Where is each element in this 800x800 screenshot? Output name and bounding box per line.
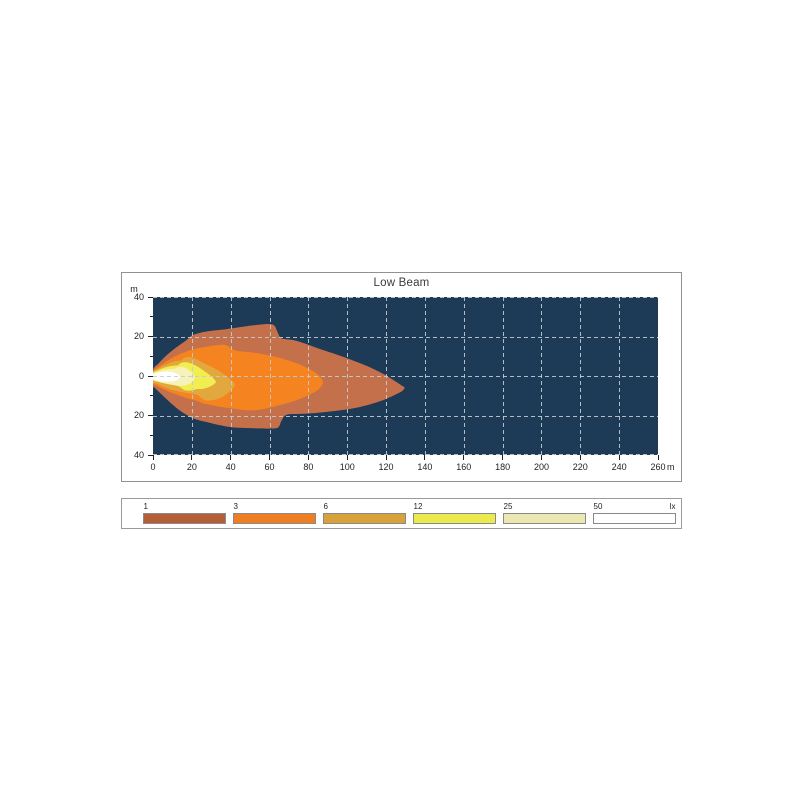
legend-swatch [502,513,586,524]
y-tick-label: 20 [133,331,144,341]
legend-label: 25 [503,502,513,511]
x-tick [463,455,465,460]
y-tick-major [148,415,153,416]
legend-swatch [592,513,676,524]
x-tick-label: 240 [611,462,627,472]
x-tick-label: 0 [150,462,156,472]
legend-panel: 1 3 6 12 25 50 lx [121,498,682,529]
x-tick [540,455,542,460]
legend-label: 6 [323,502,328,511]
x-tick [502,455,504,460]
x-tick-label: 120 [378,462,394,472]
legend-item-50: 50 [592,499,676,530]
x-tick-label: 140 [417,462,433,472]
x-tick [618,455,620,460]
legend-swatch [142,513,226,524]
x-tick-label: 40 [225,462,236,472]
chart-title: Low Beam [373,277,430,289]
y-tick-label: 0 [138,370,144,381]
x-tick-label: 180 [495,462,511,472]
x-tick [307,455,309,460]
y-tick-minor [150,434,153,436]
x-tick-label: 160 [456,462,472,472]
legend-swatch [412,513,496,524]
legend-label: 50 [593,502,603,511]
plot-area [153,297,658,455]
legend-item-6: 6 [322,499,406,530]
beam-chart-panel: Low Beam 0 20 40 60 80 100 120 140 160 180 200 220 2… [121,272,682,482]
x-tick-label: 260 [650,462,666,472]
y-tick-major [148,336,153,337]
x-tick [152,455,154,460]
legend-unit-label: lx [669,502,676,511]
x-tick-label: 20 [186,462,197,472]
x-tick-label: 100 [339,462,355,472]
x-tick [269,455,271,460]
beam-contour-svg [153,297,658,455]
x-axis-unit: m [667,462,675,472]
y-tick-minor [150,316,153,318]
legend-item-25: 25 [502,499,586,530]
x-tick [579,455,581,460]
x-tick [230,455,232,460]
legend-item-3: 3 [232,499,316,530]
x-tick [424,455,426,460]
legend-label: 12 [413,502,423,511]
x-tick [657,455,659,460]
x-tick [385,455,387,460]
legend-label: 3 [233,502,238,511]
y-tick-label: 40 [133,291,144,302]
y-tick-major [148,375,153,377]
legend-item-12: 12 [412,499,496,530]
y-tick-label: 40 [133,449,144,460]
y-tick-label: 20 [133,410,144,420]
x-tick-label: 200 [533,462,549,472]
y-axis-unit: m [130,284,138,294]
isolux-contour-50 [153,371,180,382]
x-tick [346,455,348,460]
y-tick-minor [150,355,153,357]
y-tick-major [148,454,153,456]
x-tick-label: 220 [572,462,588,472]
legend-swatch [232,513,316,524]
legend-item-1: 1 [142,499,226,530]
y-tick-minor [150,395,153,397]
x-tick [191,455,193,460]
legend-swatch [322,513,406,524]
x-tick-label: 80 [303,462,314,472]
legend-label: 1 [143,502,148,511]
x-tick-label: 60 [264,462,275,472]
y-tick-major [148,296,153,298]
